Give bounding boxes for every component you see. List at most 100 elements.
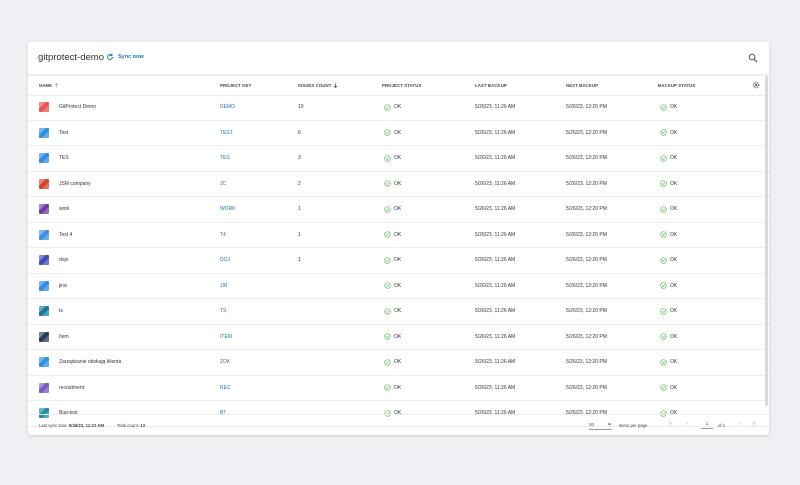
table-row[interactable]: GitProtect Demo DEMO 10 OK 5/26/23, 11:26 AM… (28, 95, 769, 121)
table-header: NAME PROJECT KEY ISSUES COUNT PROJECT ST… (28, 77, 769, 96)
backup-status-label: OK (670, 333, 678, 340)
backup-status: OK (660, 197, 677, 222)
project-key-link[interactable]: REC (220, 384, 231, 391)
project-key-link[interactable]: DEMO (220, 104, 235, 111)
search-icon[interactable] (748, 53, 758, 63)
backup-status-label: OK (670, 231, 678, 238)
issues-count: 1 (298, 206, 301, 213)
project-key-link[interactable]: DOJ (220, 257, 230, 264)
project-name: GitProtect Demo (59, 104, 96, 111)
project-status: OK (384, 376, 401, 401)
backup-status: OK (660, 299, 677, 324)
next-backup: 5/26/23, 12:20 PM (566, 282, 607, 289)
project-name: Test 4 (59, 231, 73, 238)
project-key-link[interactable]: TEST (220, 129, 233, 136)
project-name: ts (59, 308, 63, 315)
last-sync-info: Last sync time: 5/26/23, 11:22 AM (39, 423, 104, 428)
project-name: recruitment (59, 384, 85, 391)
demo-project-icon (39, 102, 49, 112)
project-name: Zarządzanie obsługą klienta (59, 359, 122, 366)
last-backup: 5/26/23, 11:26 AM (475, 384, 516, 391)
project-key-link[interactable]: WORK (220, 206, 236, 213)
backup-status-label: OK (670, 206, 678, 213)
project-status-label: OK (394, 104, 402, 111)
project-key-link[interactable]: TS (220, 308, 227, 315)
backup-status-label: OK (670, 282, 678, 289)
project-status-label: OK (394, 333, 402, 340)
check-circle-icon (660, 206, 667, 213)
project-key-link[interactable]: JIR (220, 282, 228, 289)
check-circle-icon (384, 282, 391, 289)
backup-status-label: OK (670, 104, 678, 111)
divider (28, 74, 769, 77)
next-backup: 5/26/23, 12:20 PM (566, 384, 607, 391)
test-project-icon (39, 127, 49, 138)
last-backup: 5/26/23, 11:26 AM (475, 257, 516, 264)
project-key-link[interactable]: ZOK (220, 359, 231, 366)
first-page-icon[interactable]: |‹ (669, 421, 673, 427)
last-backup: 5/26/23, 11:26 AM (475, 129, 516, 136)
backup-status-label: OK (670, 359, 678, 366)
issues-count: 1 (298, 231, 301, 238)
project-name: JSM company (59, 180, 91, 187)
project-key-link[interactable]: JC (220, 180, 227, 187)
table-row[interactable]: work WORK 1 OK 5/26/23, 11:26 AM 5/26/23, 12:… (28, 197, 769, 223)
project-status: OK (384, 299, 401, 324)
page-title: gitprotect-demo (38, 52, 105, 63)
gear-icon[interactable] (752, 81, 760, 89)
check-circle-icon (384, 206, 391, 213)
check-circle-icon (660, 333, 667, 340)
project-status: OK (384, 95, 401, 120)
table-row[interactable]: Item ITEM OK 5/26/23, 11:26 AM 5/26/23, 12:2… (28, 325, 769, 350)
next-backup: 5/26/23, 12:20 PM (566, 231, 607, 238)
next-backup: 5/26/23, 12:20 PM (566, 359, 607, 366)
project-name: work (59, 206, 70, 213)
project-status: OK (384, 121, 401, 146)
previous-page-icon[interactable]: ‹ (686, 421, 688, 427)
last-page-icon[interactable]: ›| (752, 421, 756, 427)
scrollbar[interactable] (765, 76, 768, 406)
project-key-link[interactable]: T4 (220, 231, 226, 238)
project-key-link[interactable]: ITEM (220, 333, 232, 340)
column-header-next-backup[interactable]: NEXT BACKUP (566, 83, 598, 88)
column-label: ISSUES COUNT (298, 83, 332, 88)
column-header-last-backup[interactable]: LAST BACKUP (475, 83, 507, 88)
sync-now-button[interactable]: Sync now (106, 53, 144, 61)
cloud-project-icon (39, 229, 49, 240)
project-key-link[interactable]: TES (220, 155, 230, 162)
check-circle-icon (384, 384, 391, 391)
column-header-name[interactable]: NAME (39, 83, 59, 88)
items-per-page-select[interactable]: 20 (589, 419, 612, 430)
column-header-backup-status[interactable]: BACKUP STATUS (658, 83, 695, 88)
table-row[interactable]: recruitment REC OK 5/26/23, 11:26 AM 5/26/23… (28, 376, 769, 401)
table-row[interactable]: Zarządzanie obsługą klienta ZOK OK 5/26/23,… (28, 350, 769, 376)
column-header-project-status[interactable]: PROJECT STATUS (382, 83, 421, 88)
table-row[interactable]: Test 4 T4 1 OK 5/26/23, 11:26 AM 5/26/23, 12:… (28, 223, 769, 248)
table-row[interactable]: JSM company JC 2 OK 5/26/23, 11:26 AM 5/26/23… (28, 172, 769, 197)
table-row[interactable]: Test TEST 6 OK 5/26/23, 11:26 AM 5/26/23, 12:… (28, 121, 769, 146)
last-backup: 5/26/23, 11:26 AM (475, 180, 516, 187)
next-page-icon[interactable]: › (738, 421, 740, 427)
check-circle-icon (660, 384, 667, 391)
page-number-input[interactable]: 1 (701, 419, 713, 429)
last-backup: 5/26/23, 11:26 AM (475, 333, 516, 340)
jirst-project-icon (39, 280, 49, 291)
table-row[interactable]: ts TS OK 5/26/23, 11:26 AM 5/26/23, 12:20 PM… (28, 299, 769, 325)
project-status-label: OK (394, 410, 402, 417)
table-row[interactable]: jirst JIR OK 5/26/23, 11:26 AM 5/26/23, 12:2… (28, 274, 769, 299)
project-key-link[interactable]: BT (220, 410, 227, 417)
project-name: Bug-test (59, 410, 78, 417)
issues-count: 2 (298, 180, 301, 187)
issues-count: 6 (298, 129, 301, 136)
column-header-project-key[interactable]: PROJECT KEY (220, 83, 251, 88)
items-per-page-value: 20 (589, 421, 595, 427)
table-row[interactable]: TES TES 3 OK 5/26/23, 11:26 AM 5/26/23, 12:20… (28, 146, 769, 172)
table-row[interactable]: dojo DOJ 1 OK 5/26/23, 11:26 AM 5/26/23, 12:2… (28, 248, 769, 274)
check-circle-icon (384, 180, 391, 187)
check-circle-icon (660, 180, 667, 187)
project-status: OK (384, 274, 401, 299)
backup-status: OK (660, 172, 677, 197)
column-header-issues-count[interactable]: ISSUES COUNT (298, 83, 338, 88)
backup-status-label: OK (670, 155, 678, 162)
project-name: Test (59, 129, 69, 136)
